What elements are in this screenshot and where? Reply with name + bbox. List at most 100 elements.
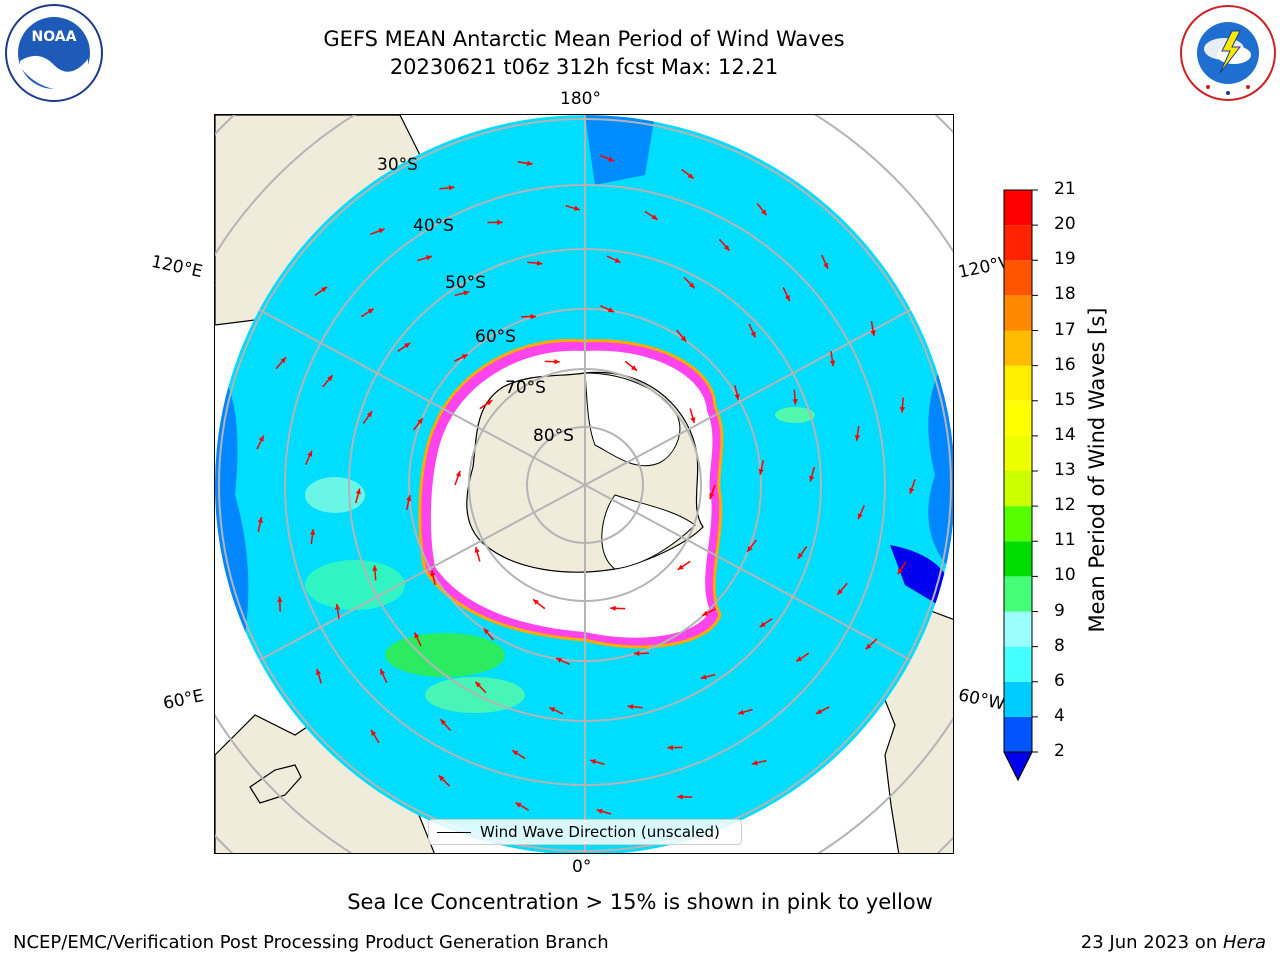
colorbar-bin <box>1004 400 1032 436</box>
wind-wave-arrowhead <box>854 435 860 441</box>
lat-label-70s: 70°S <box>505 378 546 398</box>
wind-wave-arrowhead <box>417 418 423 425</box>
wind-wave-arrowhead <box>463 290 470 296</box>
colorbar-tick-label: 12 <box>1054 495 1076 516</box>
wind-wave-arrowhead <box>667 745 673 751</box>
wind-wave-arrowhead <box>829 360 835 367</box>
wind-wave-arrowhead <box>751 760 758 766</box>
wind-wave-arrowhead <box>677 564 684 570</box>
wind-wave-arrowhead <box>483 628 490 635</box>
wind-wave-arrowhead <box>526 160 533 166</box>
wind-wave-arrowhead <box>738 709 744 715</box>
wind-wave-arrowhead <box>680 335 687 342</box>
wind-wave-arrowhead <box>785 295 790 301</box>
wind-wave-arrowhead <box>512 750 519 756</box>
colorbar-bin <box>1004 435 1032 471</box>
colorbar-tick-label: 16 <box>1054 354 1076 375</box>
wind-wave-arrowhead <box>610 605 616 611</box>
wind-wave-arrowhead <box>837 588 843 595</box>
wind-wave-arrowhead <box>750 331 756 338</box>
colorbar-tick-label: 10 <box>1054 565 1076 586</box>
wind-wave-arrowhead <box>378 228 385 234</box>
wind-wave-arrowhead <box>633 650 640 656</box>
lon-label-180: 180° <box>560 89 601 109</box>
wind-wave-arrowhead <box>608 307 614 313</box>
wind-wave-arrowhead <box>792 399 798 405</box>
wind-wave-arrowhead <box>747 545 753 552</box>
colorbar-tick-label: 8 <box>1054 635 1065 656</box>
wind-wave-arrowhead <box>307 450 313 457</box>
wind-wave-arrowhead <box>816 709 822 714</box>
wind-wave-arrowhead <box>536 260 543 266</box>
wind-wave-arrowhead <box>608 156 615 162</box>
wind-wave-arrowhead <box>530 314 537 320</box>
colorbar-tick-label: 17 <box>1054 319 1076 340</box>
wind-wave-arrowhead <box>761 209 767 216</box>
colorbar-bin <box>1004 646 1032 682</box>
wind-wave-arrowhead <box>596 808 603 814</box>
colorbar-bin <box>1004 506 1032 542</box>
wind-wave-arrowhead <box>426 255 432 261</box>
wind-wave-arrowhead <box>533 599 539 605</box>
wind-wave-arrowhead <box>797 552 804 559</box>
colorbar-bin <box>1004 681 1032 717</box>
wind-wave-arrowhead <box>461 354 468 360</box>
wind-wave-arrowhead <box>865 643 872 650</box>
map-legend: Wind Wave Direction (unscaled) <box>428 819 742 845</box>
colorbar-bin <box>1004 260 1032 296</box>
chart-subtitle: 20230621 t06z 312h fcst Max: 12.21 <box>389 55 779 79</box>
colorbar-tick-label: 6 <box>1054 670 1065 691</box>
colorbar-bin <box>1004 365 1032 401</box>
wind-wave-arrowhead <box>335 603 341 610</box>
wind-wave-arrowhead <box>355 488 361 495</box>
wind-wave-arrowhead <box>823 262 829 269</box>
colorbar-tick-label: 9 <box>1054 600 1065 621</box>
wind-wave-arrowhead <box>700 674 707 680</box>
wind-wave-arrowhead <box>448 185 455 191</box>
wind-wave-arrowhead <box>280 357 286 364</box>
wind-wave-arrowhead <box>372 565 378 571</box>
wind-wave-arrowhead <box>367 308 374 314</box>
wind-wave-arrowhead <box>702 610 709 616</box>
colorbar-tick-label: 18 <box>1054 284 1076 305</box>
colorbar-bin <box>1004 541 1032 577</box>
wind-wave-arrowhead <box>870 330 876 336</box>
wind-wave-arrowhead <box>758 468 764 475</box>
wind-wave-arrowhead <box>549 707 556 713</box>
wind-wave-arrowhead <box>327 375 333 382</box>
wind-wave-arrowhead <box>497 219 503 225</box>
colorbar-bin <box>1004 295 1032 331</box>
wind-wave-arrowhead <box>438 775 445 782</box>
wind-wave-arrowhead <box>759 621 766 628</box>
wind-wave-arrowhead <box>515 802 522 808</box>
wind-wave-arrowhead <box>631 365 637 371</box>
wind-wave-arrowhead <box>316 669 321 675</box>
wind-wave-arrowhead <box>897 568 903 575</box>
map-panel: 30°S 40°S 50°S 60°S 70°S 80°S Wind Wave … <box>214 114 954 854</box>
wind-wave-arrowhead <box>709 493 715 500</box>
lat-label-80s: 80°S <box>533 426 574 446</box>
legend-label: Wind Wave Direction (unscaled) <box>480 823 720 841</box>
colorbar-bin <box>1004 471 1032 507</box>
noaa-logo-text: NOAA <box>32 29 77 45</box>
lat-label-60s: 60°S <box>475 327 516 347</box>
nws-logo <box>1180 5 1276 101</box>
colorbar-bin <box>1004 190 1032 226</box>
map-canvas: 30°S 40°S 50°S 60°S 70°S 80°S <box>215 115 953 853</box>
noaa-logo: NOAA <box>5 4 103 102</box>
colorbar-under-triangle <box>1003 751 1033 782</box>
run-date: 23 Jun 2023 on Hera <box>1081 932 1266 953</box>
colorbar-bin <box>1004 611 1032 647</box>
colorbar-bin <box>1004 576 1032 612</box>
wind-wave-arrowhead <box>899 407 905 413</box>
wind-wave-arrowhead <box>556 657 562 663</box>
lon-label-120e: 120°E <box>149 251 205 283</box>
wind-wave-arrowhead <box>554 359 560 365</box>
lat-label-30s: 30°S <box>377 155 418 175</box>
colorbar-bin <box>1004 225 1032 261</box>
wind-wave-arrowhead <box>277 596 283 603</box>
lon-label-60w: 60°W <box>956 685 1007 715</box>
colorbar <box>1003 189 1038 782</box>
wind-wave-arrowhead <box>677 794 683 800</box>
wind-wave-arrowhead <box>734 393 740 400</box>
